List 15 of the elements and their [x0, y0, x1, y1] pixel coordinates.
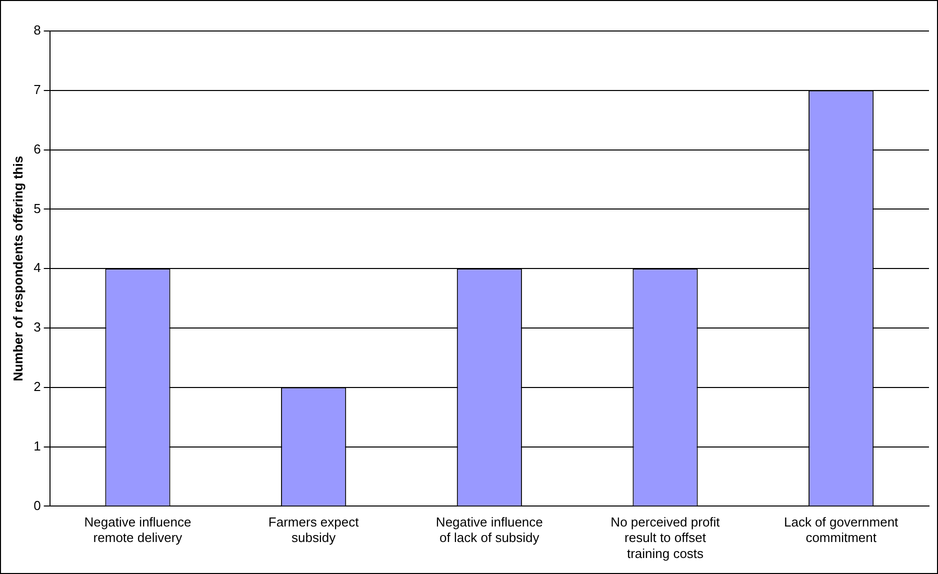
x-tick-label: Lack of government commitment — [784, 514, 899, 546]
y-tick-label: 2 — [34, 378, 41, 394]
y-tick-label: 1 — [34, 438, 41, 454]
y-tick-label: 6 — [34, 141, 41, 156]
y-tick-label: 8 — [34, 22, 41, 38]
y-axis-title: Number of respondents offering this — [10, 156, 26, 382]
x-tick-label: No perceived profit result to offset training costs — [610, 514, 720, 561]
y-tick-label: 7 — [34, 82, 41, 97]
y-tick-label: 3 — [34, 320, 41, 335]
x-tick-label: Farmers expect subsidy — [268, 514, 360, 546]
y-tick-label: 0 — [34, 498, 41, 513]
y-tick-label: 5 — [34, 200, 41, 216]
x-tick-label: Negative influence remote delivery — [84, 514, 192, 546]
x-tick-label: Negative influence of lack of subsidy — [436, 514, 543, 546]
y-tick-label: 4 — [34, 260, 41, 276]
